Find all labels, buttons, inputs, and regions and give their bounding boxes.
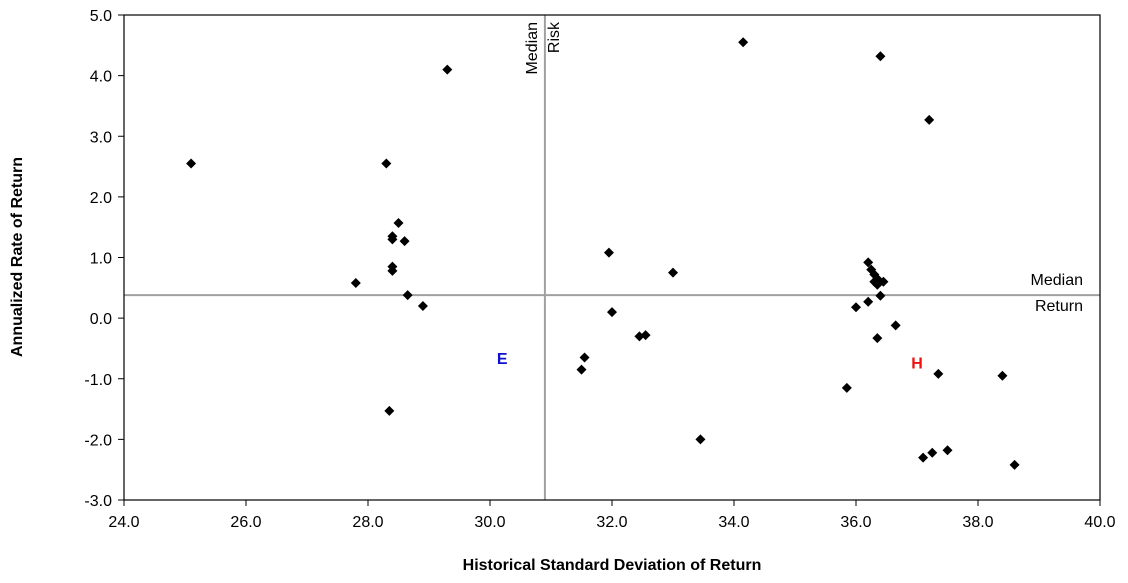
data-point: [997, 370, 1008, 381]
x-tick-label: 38.0: [962, 514, 993, 531]
y-tick-label: 5.0: [90, 8, 112, 25]
data-point: [607, 307, 617, 318]
x-tick-label: 40.0: [1084, 514, 1115, 531]
plot-frame: [123, 14, 1101, 501]
data-point: [875, 51, 886, 62]
data-point: [918, 452, 929, 463]
x-tick-label: 36.0: [840, 514, 871, 531]
annotation: H: [911, 355, 923, 372]
data-point: [387, 265, 398, 276]
data-point: [393, 217, 404, 228]
data-point: [924, 114, 935, 125]
data-point: [579, 352, 590, 363]
data-point: [863, 296, 874, 307]
data-point: [872, 333, 883, 344]
data-point: [942, 445, 953, 456]
x-tick-label: 24.0: [108, 514, 139, 531]
x-tick-label: 32.0: [596, 514, 627, 531]
x-axis-title: Historical Standard Deviation of Return: [463, 557, 762, 574]
median-label: Median: [1031, 272, 1083, 289]
data-point: [399, 236, 410, 247]
data-point: [738, 37, 749, 48]
data-point: [381, 158, 392, 169]
data-point: [841, 382, 852, 393]
data-point: [640, 330, 651, 341]
y-tick-label: 1.0: [90, 251, 112, 268]
y-tick-label: -2.0: [84, 432, 112, 449]
y-tick-label: 3.0: [90, 129, 112, 146]
data-point: [402, 290, 413, 301]
data-point: [186, 158, 197, 169]
data-point: [603, 247, 614, 258]
data-point: [668, 267, 678, 278]
data-point: [875, 290, 886, 301]
data-point: [863, 257, 874, 268]
x-tick-label: 34.0: [718, 514, 749, 531]
median-label: Risk: [546, 21, 563, 53]
data-point: [933, 368, 944, 379]
y-tick-label: -3.0: [84, 493, 112, 510]
x-tick-label: 28.0: [352, 514, 383, 531]
data-point: [890, 320, 901, 331]
data-point: [1009, 459, 1020, 470]
y-tick-label: 0.0: [90, 311, 112, 328]
data-point: [927, 447, 938, 458]
y-axis-title: Annualized Rate of Return: [9, 157, 26, 357]
median-label: Return: [1035, 298, 1083, 315]
x-tick-label: 26.0: [230, 514, 261, 531]
y-tick-label: 2.0: [90, 190, 112, 207]
y-tick-label: -1.0: [84, 372, 112, 389]
data-point: [384, 405, 395, 416]
annotation: E: [497, 351, 508, 368]
median-label: Median: [524, 22, 541, 74]
data-point: [878, 276, 889, 287]
data-point: [387, 234, 398, 245]
data-point: [695, 434, 706, 445]
y-tick-label: 4.0: [90, 69, 112, 86]
data-point: [417, 301, 428, 311]
data-point: [576, 364, 587, 375]
data-point: [851, 302, 861, 313]
data-point: [350, 277, 361, 288]
data-point: [442, 64, 453, 75]
x-tick-label: 30.0: [474, 514, 505, 531]
